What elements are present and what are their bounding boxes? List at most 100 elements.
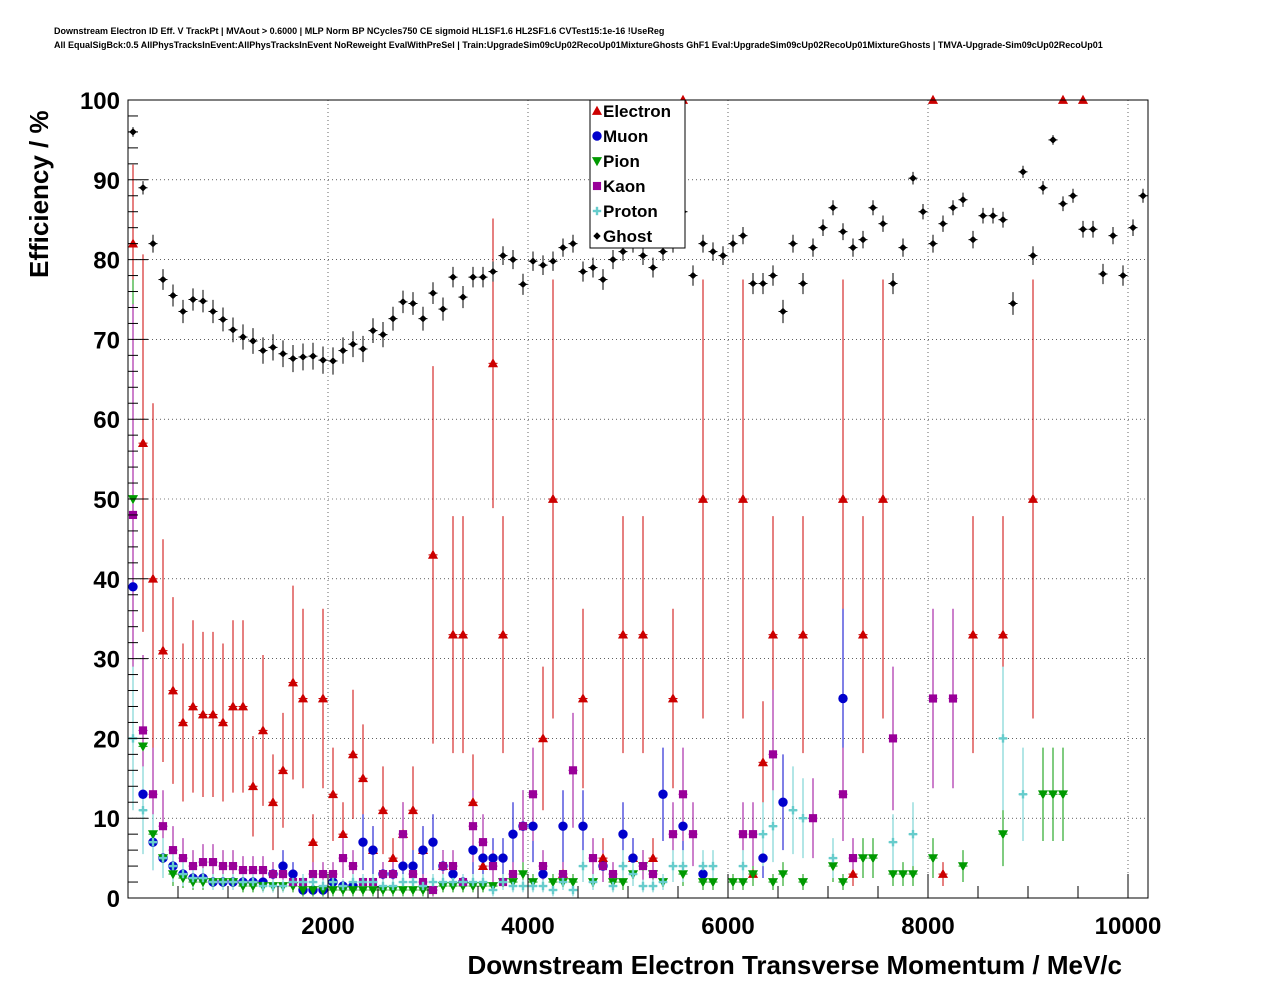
proton-point: [358, 877, 368, 887]
proton-point: [438, 877, 448, 887]
proton-point: [708, 861, 718, 871]
electron-point: [327, 789, 339, 799]
pion-point: [767, 878, 779, 888]
ghost-point: [399, 298, 407, 306]
kaon-point: [588, 854, 598, 863]
electron-point: [197, 709, 209, 719]
pion-point: [867, 854, 879, 864]
electron-point: [967, 629, 979, 639]
proton-point: [288, 877, 298, 887]
kaon-point: [468, 822, 478, 831]
electron-point: [857, 629, 869, 639]
electron-point: [637, 629, 649, 639]
pion-point: [367, 886, 379, 896]
kaon-point: [338, 854, 348, 863]
ghost-point: [1079, 225, 1087, 233]
ghost-point: [299, 353, 307, 361]
electron-point: [257, 725, 269, 735]
electron-point: [577, 693, 589, 703]
data-markers: [127, 94, 1147, 896]
muon-point: [528, 821, 538, 831]
pion-point: [347, 886, 359, 896]
proton-point: [788, 806, 798, 815]
ghost-point: [779, 307, 787, 316]
electron-point: [317, 693, 329, 703]
kaon-point: [608, 869, 618, 879]
proton-point: [178, 869, 188, 879]
proton-point: [568, 885, 578, 895]
ghost-point: [329, 357, 337, 365]
kaon-point: [518, 822, 528, 831]
proton-point: [258, 881, 268, 891]
x-tick-label: 2000: [301, 913, 354, 940]
electron-point: [377, 804, 389, 815]
ghost-point: [649, 263, 657, 272]
electron-point: [467, 797, 479, 807]
electron-point: [447, 629, 459, 639]
kaon-point: [138, 726, 148, 735]
kaon-point: [448, 862, 458, 871]
pion-point: [167, 870, 179, 880]
pion-point: [1037, 790, 1049, 800]
y-tick-label: 70: [93, 327, 120, 354]
legend-electron-point: [591, 105, 603, 115]
chart-title-line-1: Downstream Electron ID Eff. V TrackPt | …: [54, 26, 665, 36]
proton-point: [168, 861, 178, 871]
muon-point: [398, 861, 408, 871]
electron-point: [137, 437, 149, 447]
ghost-point: [179, 307, 187, 316]
ghost-point: [829, 204, 837, 212]
ghost-point: [1049, 136, 1057, 144]
muon-point: [498, 853, 508, 863]
muon-point: [658, 789, 668, 799]
kaon-point: [228, 862, 238, 871]
electron-point: [407, 804, 419, 815]
kaon-point: [838, 790, 848, 799]
proton-point: [628, 869, 638, 879]
kaon-point: [688, 830, 698, 839]
ghost-point: [1129, 223, 1137, 232]
ghost-point: [889, 279, 897, 288]
proton-point: [368, 877, 378, 887]
electron-point: [357, 773, 369, 783]
kaon-point: [248, 866, 258, 875]
kaon-point: [168, 846, 178, 855]
kaon-point: [558, 869, 568, 879]
electron-point: [217, 717, 229, 727]
y-tick-label: 10: [93, 806, 120, 833]
electron-point: [277, 765, 289, 775]
proton-point: [198, 873, 208, 883]
ghost-point: [259, 346, 267, 355]
proton-point: [1018, 790, 1028, 799]
ghost-point: [529, 257, 537, 265]
ghost-point: [909, 174, 917, 182]
ghost-point: [1139, 192, 1147, 200]
ghost-point: [989, 212, 997, 220]
proton-point: [798, 814, 808, 823]
kaon-point: [438, 862, 448, 871]
electron-point: [997, 629, 1009, 639]
pion-point: [707, 878, 719, 888]
kaon-point: [428, 885, 438, 895]
kaon-point: [278, 869, 288, 879]
proton-point: [228, 877, 238, 887]
muon-point: [678, 821, 688, 831]
muon-point: [778, 797, 788, 807]
legend: Electron Muon Pion Kaon Proton Ghost: [589, 99, 686, 249]
kaon-point: [768, 750, 778, 759]
pion-point: [147, 830, 159, 840]
ghost-point: [429, 289, 437, 297]
kaon-point: [638, 862, 648, 871]
proton-point: [558, 877, 568, 887]
ghost-point: [229, 326, 237, 334]
ghost-point: [419, 314, 427, 323]
proton-point: [638, 881, 648, 891]
muon-point: [838, 693, 848, 704]
legend-box: [589, 99, 686, 249]
muon-point: [618, 829, 628, 839]
ghost-point: [809, 243, 817, 252]
proton-point: [328, 877, 338, 887]
ghost-point: [899, 243, 907, 252]
muon-point: [478, 853, 488, 863]
pion-point: [927, 854, 939, 864]
